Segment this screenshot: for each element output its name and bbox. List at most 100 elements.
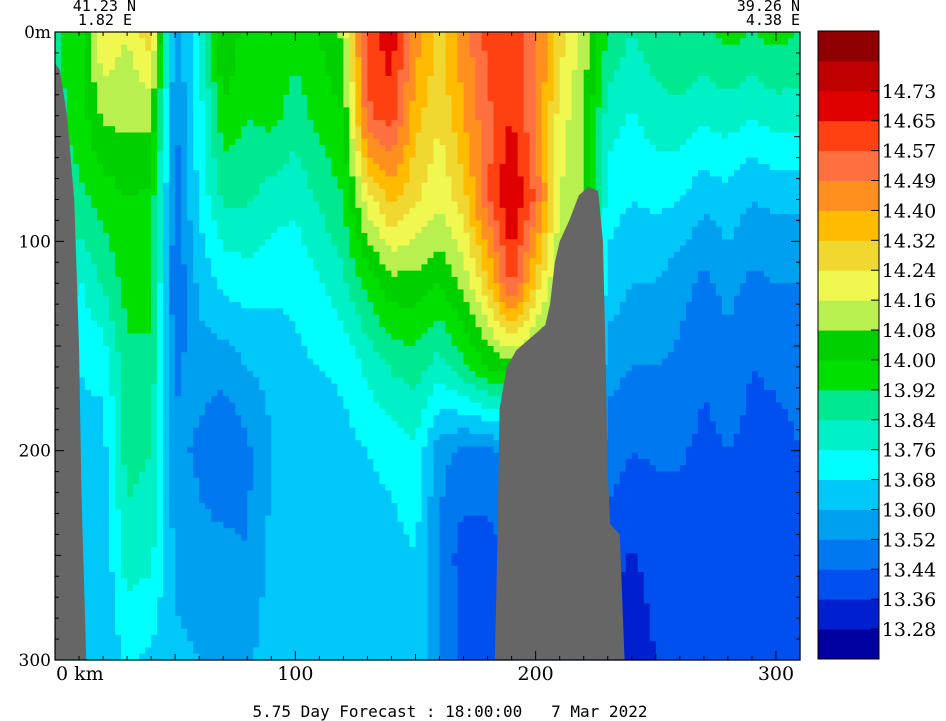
field-cell	[283, 214, 290, 221]
field-cell	[133, 214, 140, 221]
field-cell	[331, 528, 338, 535]
field-cell	[199, 383, 206, 391]
field-cell	[301, 597, 308, 605]
field-cell	[199, 38, 206, 46]
field-cell	[277, 484, 284, 492]
field-cell	[55, 50, 62, 58]
field-cell	[307, 126, 314, 134]
field-cell	[199, 339, 206, 347]
field-cell	[175, 584, 182, 592]
field-cell	[319, 82, 326, 90]
field-cell	[325, 346, 332, 353]
field-cell	[331, 308, 338, 316]
field-cell	[85, 383, 92, 391]
field-cell	[73, 201, 80, 209]
field-cell	[145, 534, 152, 542]
field-cell	[337, 132, 344, 140]
field-cell	[139, 170, 146, 178]
field-cell	[301, 270, 308, 278]
field-cell	[271, 232, 278, 240]
field-cell	[151, 521, 158, 529]
field-cell	[181, 302, 188, 309]
field-cell	[169, 132, 176, 140]
field-cell	[103, 565, 110, 573]
field-cell	[157, 201, 164, 209]
field-cell	[85, 408, 92, 416]
field-cell	[115, 383, 122, 391]
field-cell	[235, 32, 242, 39]
field-cell	[163, 578, 170, 586]
field-cell	[181, 427, 188, 435]
field-cell	[91, 427, 98, 435]
field-cell	[217, 446, 224, 454]
field-cell	[55, 44, 62, 52]
field-cell	[193, 251, 200, 259]
field-cell	[253, 509, 260, 517]
field-cell	[229, 352, 236, 360]
field-cell	[319, 653, 326, 661]
field-cell	[217, 270, 224, 278]
field-cell	[349, 138, 357, 146]
field-cell	[271, 389, 278, 397]
field-cell	[295, 302, 302, 309]
field-cell	[103, 496, 110, 504]
field-cell	[73, 126, 80, 134]
field-cell	[145, 157, 152, 165]
field-cell	[235, 521, 242, 529]
field-cell	[229, 528, 236, 535]
field-cell	[223, 170, 230, 178]
field-cell	[199, 634, 206, 642]
field-cell	[289, 258, 296, 265]
field-cell	[253, 540, 260, 548]
field-cell	[121, 396, 128, 404]
field-cell	[319, 641, 326, 649]
field-cell	[115, 371, 122, 378]
field-cell	[253, 220, 260, 228]
field-cell	[265, 264, 272, 272]
field-cell	[301, 415, 308, 422]
field-cell	[175, 421, 182, 429]
field-cell	[91, 634, 98, 642]
field-cell	[151, 597, 158, 605]
field-cell	[241, 327, 248, 335]
field-cell	[223, 446, 230, 454]
field-cell	[181, 616, 188, 623]
field-cell	[217, 515, 224, 523]
field-cell	[301, 163, 308, 171]
field-cell	[289, 145, 296, 152]
field-cell	[289, 239, 296, 247]
field-cell	[337, 515, 344, 523]
field-cell	[295, 383, 302, 391]
field-cell	[241, 377, 248, 385]
field-cell	[193, 163, 200, 171]
field-cell	[247, 57, 254, 64]
field-cell	[241, 94, 248, 102]
field-cell	[289, 364, 296, 372]
field-cell	[151, 258, 158, 265]
field-cell	[169, 119, 176, 127]
field-cell	[217, 471, 224, 479]
field-cell	[283, 107, 290, 115]
field-cell	[277, 471, 284, 479]
field-cell	[109, 226, 116, 234]
field-cell	[343, 251, 350, 259]
field-cell	[205, 484, 212, 492]
field-cell	[115, 408, 122, 416]
field-cell	[289, 333, 296, 341]
field-cell	[109, 214, 116, 221]
field-cell	[229, 603, 236, 611]
field-cell	[169, 308, 176, 316]
field-cell	[325, 88, 332, 96]
field-cell	[265, 182, 272, 190]
field-cell	[253, 126, 260, 134]
field-cell	[163, 270, 170, 278]
field-cell	[187, 358, 194, 366]
field-cell	[265, 490, 272, 498]
field-cell	[283, 408, 290, 416]
field-cell	[325, 559, 332, 567]
field-cell	[325, 433, 332, 441]
field-cell	[193, 534, 200, 542]
field-cell	[313, 295, 320, 303]
field-cell	[253, 157, 260, 165]
field-cell	[289, 157, 296, 165]
